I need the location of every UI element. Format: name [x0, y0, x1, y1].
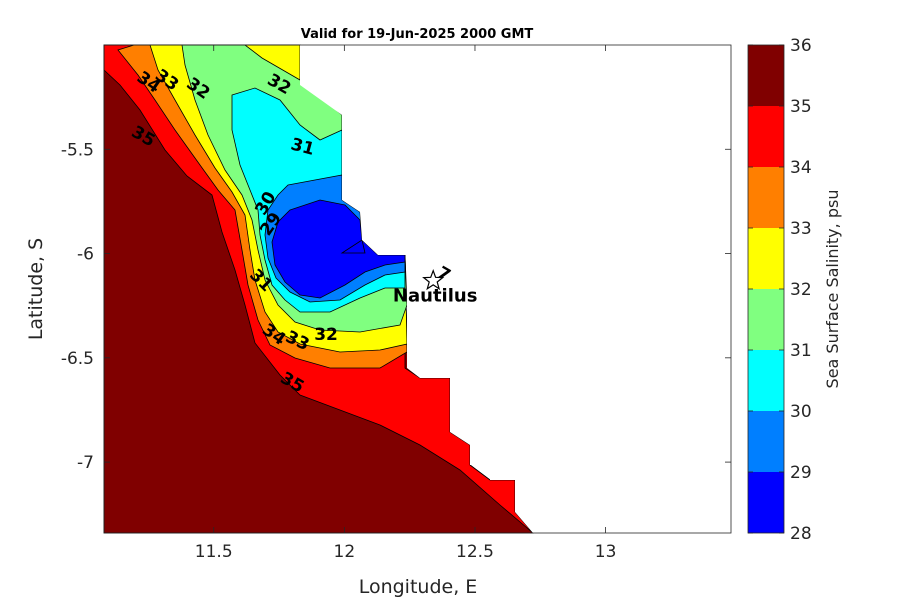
- station-label: Nautilus: [393, 286, 478, 307]
- colorbar-tick-label: 34: [790, 158, 812, 178]
- y-axis: -5.5 -6 -6.5 -7: [61, 140, 731, 473]
- colorbar-tick-label: 33: [790, 219, 812, 239]
- colorbar-tick-label: 29: [790, 463, 812, 483]
- colorbar: 28 29 30 31 32 33 34 35 36: [747, 36, 812, 544]
- colorbar-tick-label: 35: [790, 97, 812, 117]
- y-tick-label: -7: [77, 453, 94, 473]
- colorbar-tick-label: 32: [790, 280, 812, 300]
- star-icon: [422, 268, 445, 291]
- chart-title: Valid for 19-Jun-2025 2000 GMT: [301, 27, 534, 42]
- colorbar-segment: [748, 350, 784, 411]
- colorbar-label: Sea Surface Salinity, psu: [823, 190, 842, 389]
- y-tick-label: -6: [77, 245, 94, 265]
- plot-frame: [103, 44, 732, 534]
- colorbar-tick-label: 30: [790, 402, 812, 422]
- y-tick-label: -6.5: [61, 349, 94, 369]
- colorbar-segment: [748, 106, 784, 167]
- x-tick-label: 11.5: [195, 542, 233, 562]
- x-axis: 11.5 12 12.5 13: [195, 45, 617, 562]
- x-tick-label: 12.5: [456, 542, 494, 562]
- x-tick-label: 13: [595, 542, 617, 562]
- band-28-29: [271, 199, 406, 299]
- y-tick-label: -5.5: [61, 140, 94, 160]
- x-tick-label: 12: [334, 542, 356, 562]
- y-axis-label: Latitude, S: [25, 238, 47, 340]
- contour-triangle: [340, 239, 366, 254]
- x-axis-label: Longitude, E: [359, 576, 478, 598]
- no-data-region: [300, 45, 731, 533]
- colorbar-tick-label: 31: [790, 341, 812, 361]
- contour-label: 32: [314, 325, 338, 345]
- colorbar-segment: [748, 167, 784, 228]
- colorbar-segment: [748, 228, 784, 289]
- station-marker: Nautilus: [393, 268, 478, 307]
- colorbar-tick-label: 36: [790, 36, 812, 56]
- colorbar-segment: [748, 472, 784, 533]
- colorbar-tick-label: 28: [790, 524, 812, 544]
- colorbar-segment: [748, 45, 784, 106]
- colorbar-segment: [748, 289, 784, 350]
- colorbar-segment: [748, 411, 784, 472]
